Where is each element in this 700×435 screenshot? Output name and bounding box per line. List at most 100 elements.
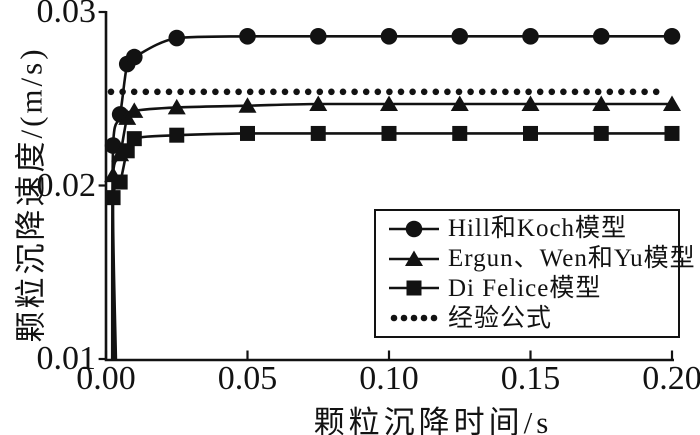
x-tick-label: 0.20	[642, 360, 700, 397]
dot	[293, 88, 300, 96]
dot	[339, 88, 347, 96]
x-tick-label: 0.00	[76, 360, 136, 397]
x-tick-label: 0.05	[217, 360, 278, 397]
marker-circle	[309, 27, 327, 45]
marker-circle	[405, 220, 423, 238]
marker-square	[310, 125, 326, 141]
dot	[420, 88, 428, 96]
marker-triangle	[380, 95, 398, 111]
marker-triangle	[450, 95, 469, 111]
dot	[200, 88, 208, 96]
marker-square	[381, 125, 397, 141]
dot	[107, 88, 115, 96]
dot	[525, 88, 532, 96]
marker-circle	[592, 27, 610, 45]
dot	[281, 88, 289, 96]
marker-circle	[126, 48, 143, 66]
legend-item-empirical: 经验公式	[388, 304, 678, 332]
legend-label-hill-koch: Hill和Koch模型	[448, 215, 628, 243]
dot	[165, 88, 173, 96]
dot	[258, 88, 266, 96]
dot	[606, 88, 614, 96]
y-tick-label: 0.01	[36, 340, 97, 377]
x-tick-label: 0.10	[359, 360, 419, 397]
dot	[455, 88, 463, 96]
dot	[188, 88, 196, 96]
marker-circle	[104, 137, 122, 154]
dot	[154, 88, 161, 96]
x-tick-label: 0.15	[500, 360, 561, 397]
marker-circle	[451, 27, 469, 45]
marker-square	[169, 127, 185, 143]
axis-ticks	[98, 10, 674, 361]
marker-triangle	[663, 95, 681, 111]
marker-square	[523, 125, 538, 141]
marker-square	[112, 174, 128, 190]
series-line-empirical	[107, 88, 660, 96]
marker-square	[452, 125, 468, 141]
dot	[235, 88, 242, 96]
legend-item-ergun-wen-yu: Ergun、Wen和Yu模型	[388, 245, 695, 273]
series-hill-koch	[104, 27, 681, 360]
marker-circle	[239, 27, 256, 45]
y-tick-label: 0.02	[36, 166, 97, 204]
marker-triangle	[405, 250, 423, 266]
legend-box: Hill和Koch模型 Ergun、Wen和Yu模型 Di Felice模型 经验公式	[374, 209, 695, 338]
marker-square	[119, 143, 135, 159]
legend-label-empirical: 经验公式	[448, 304, 553, 332]
legend-item-hill-koch: Hill和Koch模型	[388, 215, 678, 243]
dot	[502, 88, 509, 96]
marker-square	[664, 125, 680, 141]
marker-square	[593, 125, 609, 141]
dot	[246, 88, 254, 96]
marker-square	[126, 131, 142, 147]
marker-circle	[380, 27, 398, 45]
dot	[560, 88, 567, 96]
marker-triangle	[592, 95, 611, 111]
dot	[400, 314, 408, 322]
dot	[467, 88, 474, 96]
dot	[618, 88, 625, 96]
series-di-felice	[105, 125, 680, 360]
dot	[351, 88, 358, 96]
dot	[513, 88, 521, 96]
legend-label-di-felice: Di Felice模型	[448, 274, 602, 302]
legend-item-di-felice: Di Felice模型	[388, 274, 678, 302]
legend-label-ergun-wen-yu: Ergun、Wen和Yu模型	[448, 245, 696, 273]
dot	[536, 88, 544, 96]
dot	[444, 88, 451, 96]
marker-square	[105, 190, 121, 206]
dot	[571, 88, 579, 96]
dot	[432, 88, 440, 96]
dot	[409, 88, 416, 96]
dot	[390, 314, 398, 322]
dot	[177, 88, 184, 96]
dot	[430, 314, 438, 322]
dot	[548, 88, 556, 96]
marker-circle	[522, 27, 539, 45]
dot	[478, 88, 486, 96]
dot	[374, 88, 382, 96]
dot	[130, 88, 138, 96]
dot	[328, 88, 335, 96]
marker-triangle	[238, 97, 257, 113]
dot	[594, 88, 602, 96]
dot	[212, 88, 219, 96]
dot	[641, 88, 648, 96]
dot	[386, 88, 393, 96]
legend-sample-circle-icon	[389, 220, 439, 238]
marker-circle	[168, 29, 186, 47]
marker-triangle	[125, 102, 144, 118]
legend-sample-nonedotted-line-icon	[390, 314, 438, 322]
dot	[583, 88, 590, 96]
x-axis-title: 颗粒沉降时间/s	[313, 405, 553, 435]
dot	[304, 88, 312, 96]
marker-triangle	[521, 95, 540, 111]
dot	[316, 88, 324, 96]
dot	[223, 88, 231, 96]
series-ergun-wen-yu	[104, 95, 681, 360]
dot	[490, 88, 498, 96]
legend-sample-triangle-icon	[389, 250, 439, 266]
